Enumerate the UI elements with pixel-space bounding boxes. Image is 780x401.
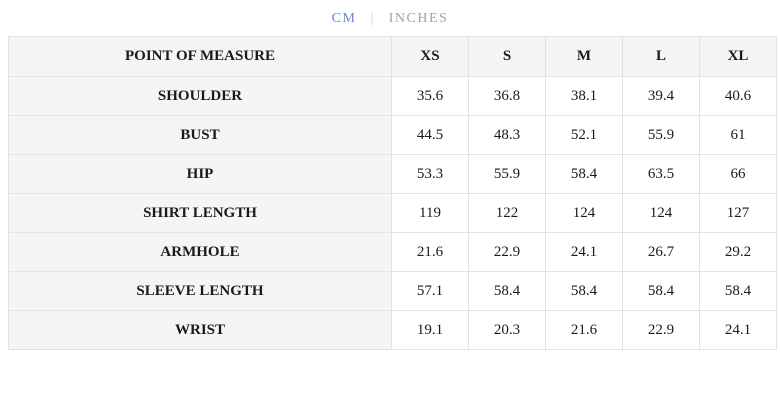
row-label: WRIST	[8, 310, 392, 350]
measure-value: 26.7	[622, 232, 700, 272]
column-header-xl: XL	[699, 36, 777, 77]
measure-value: 21.6	[391, 232, 469, 272]
measure-value: 58.4	[699, 271, 777, 311]
row-label: BUST	[8, 115, 392, 155]
table-row-wrist: WRIST 19.1 20.3 21.6 22.9 24.1	[8, 310, 777, 350]
row-label: SHIRT LENGTH	[8, 193, 392, 233]
unit-toggle-cm[interactable]: CM	[331, 11, 357, 26]
table-row-hip: HIP 53.3 55.9 58.4 63.5 66	[8, 154, 777, 194]
measure-value: 29.2	[699, 232, 777, 272]
row-label: SHOULDER	[8, 76, 392, 116]
unit-toggle: CM | INCHES	[0, 0, 780, 36]
table-row-bust: BUST 44.5 48.3 52.1 55.9 61	[8, 115, 777, 155]
header-row: POINT OF MEASURE XS S M L XL	[8, 36, 777, 77]
table-row-armhole: ARMHOLE 21.6 22.9 24.1 26.7 29.2	[8, 232, 777, 272]
measure-value: 122	[468, 193, 546, 233]
measure-value: 57.1	[391, 271, 469, 311]
unit-toggle-inches[interactable]: INCHES	[388, 11, 449, 26]
measure-value: 22.9	[468, 232, 546, 272]
column-header-s: S	[468, 36, 546, 77]
column-header-xs: XS	[391, 36, 469, 77]
table-row-shirt-length: SHIRT LENGTH 119 122 124 124 127	[8, 193, 777, 233]
measure-value: 40.6	[699, 76, 777, 116]
measure-value: 119	[391, 193, 469, 233]
row-label: SLEEVE LENGTH	[8, 271, 392, 311]
measure-value: 48.3	[468, 115, 546, 155]
measure-value: 61	[699, 115, 777, 155]
measure-value: 55.9	[468, 154, 546, 194]
measure-value: 39.4	[622, 76, 700, 116]
measure-value: 124	[545, 193, 623, 233]
measure-value: 52.1	[545, 115, 623, 155]
measure-value: 21.6	[545, 310, 623, 350]
measure-value: 124	[622, 193, 700, 233]
measure-value: 58.4	[468, 271, 546, 311]
column-header-point-of-measure: POINT OF MEASURE	[8, 36, 392, 77]
table-row-sleeve-length: SLEEVE LENGTH 57.1 58.4 58.4 58.4 58.4	[8, 271, 777, 311]
measure-value: 53.3	[391, 154, 469, 194]
measure-value: 24.1	[699, 310, 777, 350]
measure-value: 44.5	[391, 115, 469, 155]
unit-toggle-separator: |	[370, 11, 375, 26]
measure-value: 58.4	[545, 271, 623, 311]
measure-value: 66	[699, 154, 777, 194]
measure-value: 63.5	[622, 154, 700, 194]
measure-value: 58.4	[622, 271, 700, 311]
column-header-l: L	[622, 36, 700, 77]
measure-value: 55.9	[622, 115, 700, 155]
measure-value: 38.1	[545, 76, 623, 116]
measure-value: 24.1	[545, 232, 623, 272]
measure-value: 22.9	[622, 310, 700, 350]
size-chart-table: POINT OF MEASURE XS S M L XL SHOULDER 35…	[8, 36, 777, 350]
measure-value: 127	[699, 193, 777, 233]
measure-value: 19.1	[391, 310, 469, 350]
row-label: HIP	[8, 154, 392, 194]
table-row-shoulder: SHOULDER 35.6 36.8 38.1 39.4 40.6	[8, 76, 777, 116]
column-header-m: M	[545, 36, 623, 77]
measure-value: 20.3	[468, 310, 546, 350]
row-label: ARMHOLE	[8, 232, 392, 272]
measure-value: 36.8	[468, 76, 546, 116]
measure-value: 58.4	[545, 154, 623, 194]
measure-value: 35.6	[391, 76, 469, 116]
